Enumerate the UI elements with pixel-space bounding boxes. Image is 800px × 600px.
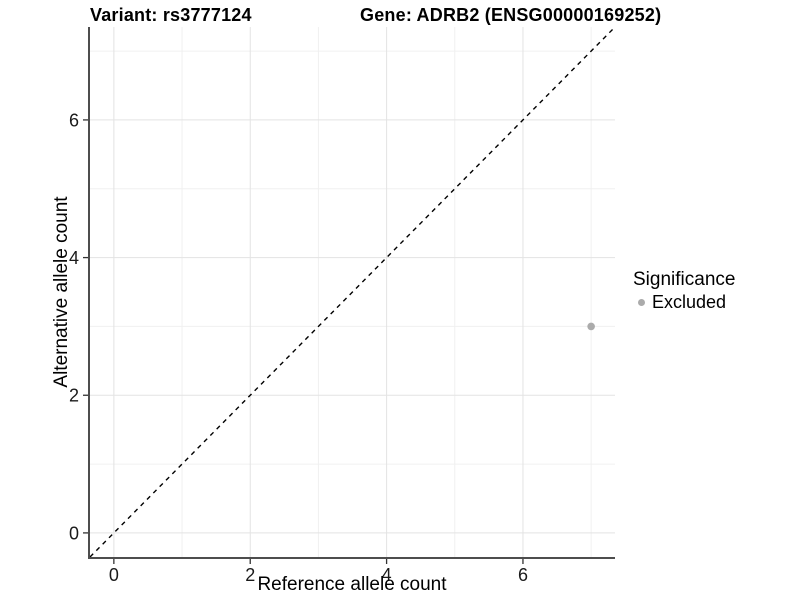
x-tick-label: 6 (518, 565, 528, 585)
plot-title-gene: Gene: ADRB2 (ENSG00000169252) (360, 5, 662, 25)
data-point (587, 322, 595, 331)
x-tick-label: 2 (245, 565, 255, 585)
x-tick-label: 0 (109, 565, 119, 585)
legend-marker-dot (638, 299, 645, 306)
y-axis-title: Alternative allele count (51, 196, 72, 388)
y-tick-label: 2 (69, 386, 79, 406)
y-tick-label: 6 (69, 110, 79, 130)
identity-line (89, 26, 616, 558)
x-tick-label: 4 (382, 565, 392, 585)
plot-title-variant: Variant: rs3777124 (90, 5, 252, 25)
y-tick-label: 0 (69, 523, 79, 543)
legend-entry-excluded: Excluded (631, 292, 735, 313)
legend-title: Significance (633, 269, 736, 290)
y-tick-label: 4 (69, 248, 79, 268)
legend: Significance Excluded (631, 269, 735, 313)
legend-entry-label: Excluded (652, 292, 727, 312)
x-axis-title: Reference allele count (257, 574, 447, 595)
